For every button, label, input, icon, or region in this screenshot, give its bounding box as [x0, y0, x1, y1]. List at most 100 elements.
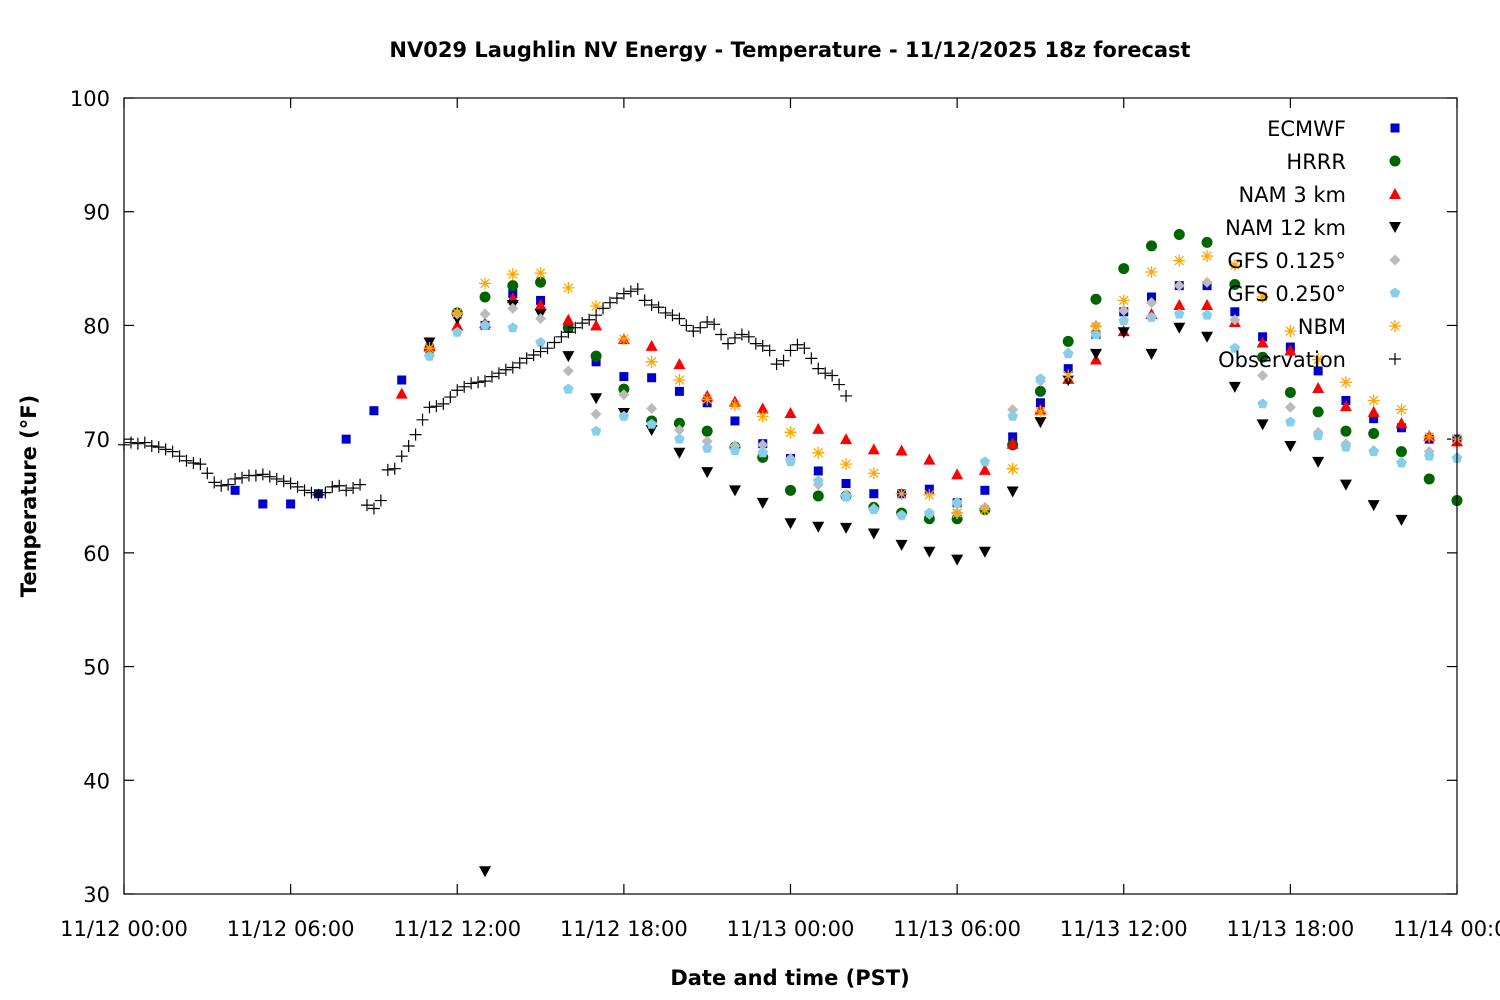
data-point: [951, 497, 963, 508]
data-point: [298, 484, 311, 497]
data-point: [444, 391, 457, 404]
series-nbm: [423, 250, 1463, 520]
data-point: [729, 445, 741, 455]
data-point: [1229, 314, 1241, 326]
data-point: [1256, 336, 1269, 348]
data-point: [1230, 307, 1240, 317]
data-point: [652, 301, 665, 314]
data-point: [166, 445, 179, 458]
data-point: [479, 375, 492, 388]
legend-label: NBM: [1298, 315, 1346, 339]
data-point: [1396, 457, 1407, 468]
x-tick-label: 11/12 06:00: [227, 917, 355, 941]
data-point: [590, 393, 603, 405]
data-point: [619, 372, 629, 382]
data-point: [1007, 404, 1019, 416]
data-point: [1395, 514, 1408, 526]
data-point: [507, 302, 519, 314]
data-point: [1395, 446, 1407, 458]
data-point: [645, 339, 658, 351]
data-point: [479, 866, 492, 878]
data-point: [1089, 348, 1102, 360]
data-point: [1062, 369, 1075, 382]
data-point: [701, 467, 714, 479]
data-point: [785, 456, 796, 467]
data-point: [430, 400, 443, 413]
data-point: [1118, 305, 1130, 317]
legend: ECMWF HRRR NAM 3 km NAM 12 km GFS 0.125° GFS …: [1218, 117, 1401, 372]
data-point: [951, 554, 964, 566]
data-point: [840, 389, 853, 402]
data-point: [784, 426, 797, 439]
data-point: [785, 484, 796, 496]
data-point: [687, 325, 700, 338]
data-point: [230, 485, 240, 495]
data-point: [603, 296, 616, 309]
data-point: [562, 326, 575, 339]
data-point: [1117, 294, 1130, 307]
data-point: [777, 354, 790, 367]
data-point: [1339, 400, 1352, 412]
data-point: [840, 433, 853, 445]
data-point: [812, 422, 825, 434]
data-point: [1146, 240, 1158, 252]
data-point: [1367, 394, 1380, 407]
data-point: [923, 488, 936, 501]
data-point: [701, 435, 713, 447]
data-point: [1340, 425, 1352, 437]
x-tick-label: 11/12 00:00: [60, 917, 188, 941]
data-point: [534, 298, 547, 310]
data-point: [618, 389, 630, 401]
data-point: [618, 383, 630, 395]
data-point: [534, 267, 547, 280]
data-point: [236, 471, 249, 484]
data-point: [1395, 403, 1408, 416]
data-point: [1035, 373, 1046, 384]
data-point: [770, 358, 783, 371]
data-point: [1174, 308, 1185, 319]
legend-label: NAM 12 km: [1225, 216, 1346, 240]
data-point: [702, 442, 713, 453]
data-point: [784, 406, 797, 418]
x-tick-label: 11/13 00:00: [727, 917, 855, 941]
data-point: [569, 321, 582, 334]
data-point: [1312, 430, 1324, 441]
data-point: [507, 322, 518, 333]
data-point: [535, 337, 546, 347]
data-point: [180, 454, 193, 467]
legend-marker: [1389, 287, 1401, 298]
legend-label: GFS 0.125°: [1227, 249, 1346, 273]
data-point: [1284, 401, 1296, 413]
data-point: [1424, 450, 1435, 461]
data-point: [1201, 309, 1213, 320]
x-axis-label: Date and time (PST): [670, 966, 909, 990]
data-point: [840, 522, 853, 534]
data-point: [492, 367, 505, 380]
data-point: [722, 337, 735, 350]
data-point: [867, 528, 880, 540]
data-point: [1201, 236, 1213, 248]
data-point: [840, 458, 853, 471]
data-point: [535, 276, 547, 288]
data-point: [333, 479, 346, 492]
data-point: [458, 380, 471, 393]
data-point: [507, 280, 519, 292]
data-point: [1173, 254, 1186, 267]
y-tick-label: 100: [70, 87, 110, 111]
data-point: [124, 436, 137, 449]
data-point: [472, 376, 485, 389]
data-point: [1201, 250, 1214, 263]
data-point: [674, 433, 685, 444]
data-point: [1173, 322, 1186, 334]
data-point: [369, 406, 379, 416]
data-point: [590, 319, 603, 331]
data-point: [451, 384, 464, 397]
data-point: [1173, 280, 1185, 292]
data-point: [701, 316, 714, 329]
data-point: [742, 330, 755, 343]
x-tick-label: 11/13 12:00: [1060, 917, 1188, 941]
x-tick-label: 11/12 18:00: [560, 917, 688, 941]
data-point: [728, 485, 741, 497]
data-point: [673, 312, 686, 325]
data-point: [730, 416, 740, 426]
